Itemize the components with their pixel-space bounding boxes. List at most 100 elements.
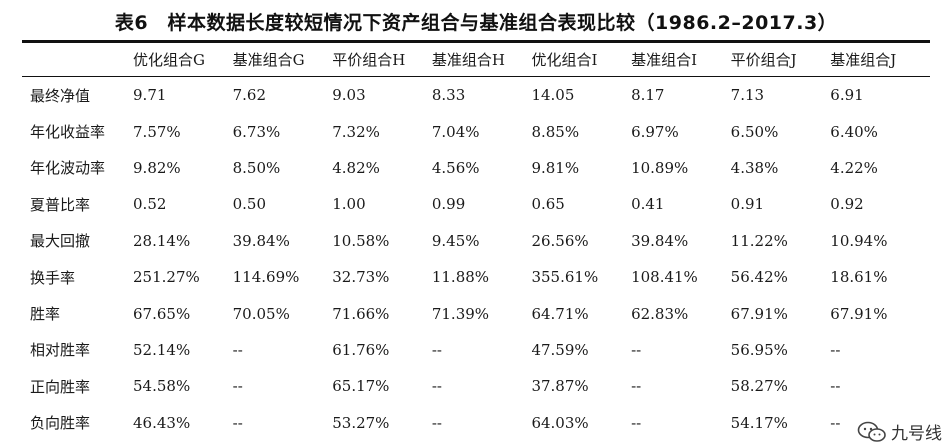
row-label: 负向胜率 [30, 414, 91, 433]
column-header: 优化组合G [133, 50, 205, 69]
table-cell: 108.41% [631, 268, 698, 287]
table-cell: 7.57% [133, 122, 181, 141]
table-cell: -- [631, 377, 642, 396]
header-corner-cell [22, 41, 133, 77]
table-cell: -- [631, 413, 642, 432]
table-cell: 56.42% [730, 268, 788, 287]
table-cell: -- [830, 340, 841, 359]
table-row: 相对胜率 52.14% -- 61.76% -- 47.59% -- 56.95% -- [22, 332, 930, 368]
table-cell: 67.65% [133, 304, 191, 323]
table-cell: 11.22% [730, 231, 788, 250]
table-cell: 251.27% [133, 268, 200, 287]
table-cell: 4.22% [830, 158, 878, 177]
table-cell: 0.91 [730, 195, 765, 214]
table-cell: 4.38% [730, 158, 779, 177]
table-cell: 6.97% [631, 122, 679, 141]
table-cell: 6.40% [830, 122, 878, 141]
table-cell: 9.81% [531, 158, 580, 177]
table-cell: 9.03 [332, 86, 366, 105]
table-cell: 61.76% [332, 340, 390, 359]
row-label: 最大回撤 [30, 232, 91, 251]
table-cell: 0.99 [431, 195, 466, 214]
table-cell: 14.05 [531, 86, 575, 105]
column-header: 基准组合I [631, 50, 697, 69]
table-cell: 10.94% [830, 231, 888, 250]
header-row: 优化组合G 基准组合G 平价组合H 基准组合H 优化组合I 基准组合I 平价组合J 基准组合J [22, 41, 930, 77]
column-header: 平价组合H [332, 50, 406, 69]
table-cell: 67.91% [830, 304, 888, 323]
row-label: 最终净值 [30, 86, 91, 105]
table-cell: 8.50% [232, 158, 281, 177]
table-cell: 18.61% [830, 268, 888, 287]
table-cell: 114.69% [232, 268, 300, 287]
table-cell: 52.14% [133, 340, 191, 359]
table-cell: 39.84% [631, 231, 689, 250]
table-cell: 53.27% [332, 413, 390, 432]
table-cell: -- [431, 340, 442, 359]
table-cell: 10.89% [631, 158, 689, 177]
table-cell: -- [431, 377, 442, 396]
table-cell: 9.45% [431, 231, 480, 250]
table-cell: 0.92 [830, 195, 864, 214]
table-cell: -- [232, 413, 243, 432]
column-header: 优化组合I [531, 50, 598, 69]
table-cell: 67.91% [730, 304, 788, 323]
table-row: 胜率 67.65% 70.05% 71.66% 71.39% 64.71% 62.83% 67… [22, 295, 930, 331]
watermark: 九号线 [857, 419, 942, 444]
table-cell: -- [631, 340, 642, 359]
table-cell: 70.05% [232, 304, 290, 323]
row-label: 相对胜率 [30, 341, 91, 360]
table-cell: 7.04% [431, 122, 480, 141]
table-cell: 9.71 [133, 86, 167, 105]
table-cell: 0.50 [232, 195, 267, 214]
top-rule [22, 40, 930, 43]
column-header: 基准组合H [431, 50, 505, 69]
table-row: 换手率 251.27% 114.69% 32.73% 11.88% 355.61% 108.… [22, 259, 930, 295]
row-label: 正向胜率 [30, 377, 91, 396]
table-cell: 56.95% [730, 340, 788, 359]
table-cell: 0.41 [631, 195, 665, 214]
table-cell: 4.82% [332, 158, 380, 177]
table-cell: 28.14% [133, 231, 191, 250]
row-label: 胜率 [30, 305, 61, 324]
table-cell: -- [232, 377, 243, 396]
table-cell: 10.58% [332, 231, 390, 250]
table-cell: 71.66% [332, 304, 390, 323]
table-title: 表6 样本数据长度较短情况下资产组合与基准组合表现比较（1986.2–2017.… [114, 12, 838, 34]
table-cell: 0.65 [531, 195, 565, 214]
table-cell: 37.87% [531, 377, 589, 396]
table-cell: 46.43% [133, 413, 191, 432]
table-cell: 6.73% [232, 122, 281, 141]
table-body: 最终净值 9.71 7.62 9.03 8.33 14.05 8.17 7.13 6.91 年化收… [22, 77, 930, 441]
table-row: 负向胜率 46.43% -- 53.27% -- 64.03% -- 54.17% -- [22, 405, 930, 441]
table-cell: 7.13 [730, 86, 765, 105]
table-cell: 4.56% [431, 158, 480, 177]
table-cell: 64.03% [531, 413, 589, 432]
table-cell: -- [232, 340, 243, 359]
table-cell: 1.00 [332, 195, 366, 214]
table-cell: 54.17% [730, 413, 788, 432]
table-cell: 58.27% [730, 377, 788, 396]
table-cell: 47.59% [531, 340, 589, 359]
column-header: 平价组合J [730, 50, 797, 69]
row-label: 年化收益率 [30, 123, 106, 142]
table-cell: 8.33 [431, 86, 466, 105]
watermark-text: 九号线 [891, 424, 942, 444]
table-cell: 0.52 [133, 195, 167, 214]
table-cell: 26.56% [531, 231, 589, 250]
row-label: 夏普比率 [30, 195, 91, 214]
table-cell: -- [431, 413, 442, 432]
table-cell: 355.61% [531, 268, 599, 287]
table-cell: 64.71% [531, 304, 589, 323]
table-row: 年化波动率 9.82% 8.50% 4.82% 4.56% 9.81% 10.89% 4.38… [22, 150, 930, 186]
table-cell: 11.88% [431, 268, 490, 287]
performance-table: 优化组合G 基准组合G 平价组合H 基准组合H 优化组合I 基准组合I 平价组合J 基准组合J… [22, 41, 930, 441]
table-row: 夏普比率 0.52 0.50 1.00 0.99 0.65 0.41 0.91 0.92 [22, 186, 930, 222]
table-cell: 54.58% [133, 377, 191, 396]
header-rule [22, 76, 930, 77]
row-label: 换手率 [30, 268, 76, 287]
table-row: 最终净值 9.71 7.62 9.03 8.33 14.05 8.17 7.13 6.91 [22, 77, 930, 113]
table-cell: 9.82% [133, 158, 181, 177]
table-cell: -- [830, 413, 841, 432]
table-cell: 32.73% [332, 268, 390, 287]
